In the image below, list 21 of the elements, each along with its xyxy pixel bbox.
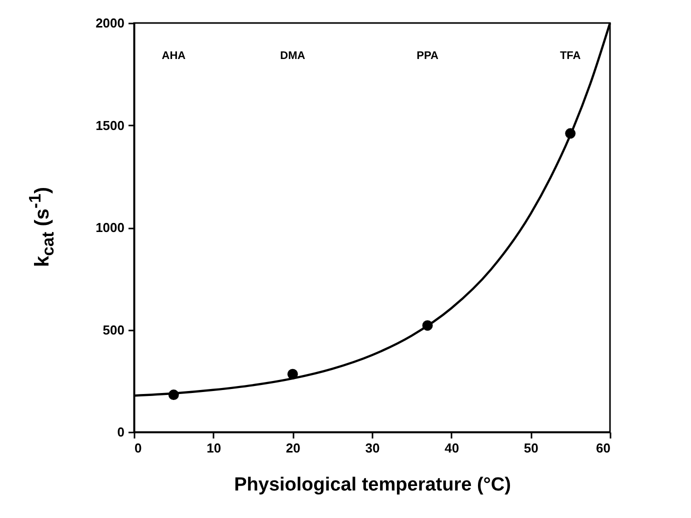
x-tick-label: 30 xyxy=(365,440,380,456)
annotation: TFA xyxy=(560,50,581,62)
annotation: DMA xyxy=(280,50,306,62)
point xyxy=(287,368,298,380)
y-tick-label: 500 xyxy=(102,322,124,338)
x-tick-label: 60 xyxy=(596,440,610,456)
y-tick-label: 1500 xyxy=(96,118,124,133)
x-tick-label: 10 xyxy=(206,440,222,456)
y-tick-label: 2000 xyxy=(96,16,124,30)
point xyxy=(168,390,179,400)
annotation: PPA xyxy=(416,50,438,62)
point xyxy=(565,128,576,139)
x-axis-title: Physiological temperature (°C) xyxy=(234,474,511,496)
x-tick-label: 50 xyxy=(524,440,538,456)
annotation: AHA xyxy=(162,50,186,62)
x-tick-label: 40 xyxy=(444,440,460,456)
x-tick-label: 0 xyxy=(134,440,142,456)
x-tick-label: 20 xyxy=(286,440,300,456)
y-tick-label: 1000 xyxy=(96,220,124,235)
point xyxy=(422,320,433,331)
y-tick-label: 0 xyxy=(117,424,124,440)
